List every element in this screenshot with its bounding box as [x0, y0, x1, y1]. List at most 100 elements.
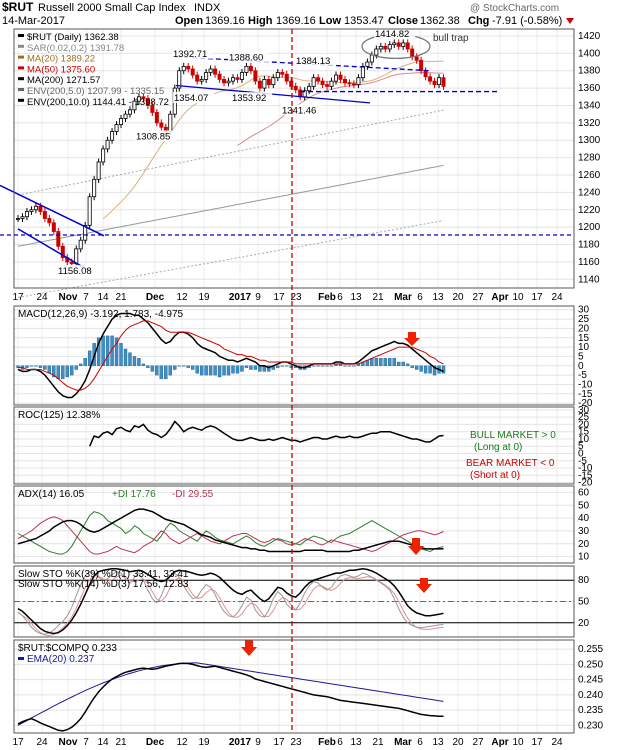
macd-histogram-bar [316, 365, 320, 367]
macd-legend: MACD(12,26,9) -3.192, 1.783, -4.975 [18, 309, 184, 320]
price-x-axis-label: 24 [551, 292, 563, 303]
macd-histogram-bar [276, 365, 280, 368]
price-label-bg [231, 92, 273, 104]
macd-histogram-bar [414, 365, 419, 370]
price-bar-body [96, 161, 101, 180]
price-bar-body [334, 74, 339, 82]
price-x-axis-label: 21 [115, 292, 127, 303]
macd-histogram-bar [25, 365, 29, 368]
price-tick-label: 1180 [578, 240, 600, 251]
macd-histogram-bar [401, 361, 405, 366]
macd-tick-label: -15 [578, 389, 593, 400]
legend-entry: MA(50) 1375.60 [27, 64, 95, 75]
macd-histogram-bar [249, 365, 253, 370]
macd-histogram-bar [38, 365, 43, 368]
bottom-x-axis-label: 14 [97, 737, 109, 748]
macd-histogram-bar [235, 365, 240, 374]
macd-histogram-bar [329, 365, 334, 367]
exchange: INDX [194, 2, 221, 14]
bottom-x-axis-label: 21 [372, 737, 384, 748]
roc-tick-label: -20 [578, 478, 593, 489]
close-label: Close [388, 15, 418, 27]
legend-entry: $RUT (Daily) 1362.38 [27, 32, 119, 43]
ratio-tick-label: 0.240 [578, 690, 603, 701]
sto39-k-line [17, 568, 444, 635]
bottom-x-axis-label: 2017 [229, 737, 252, 748]
macd-line [17, 312, 444, 399]
price-bar-body [222, 79, 227, 84]
price-bar-body [217, 73, 222, 80]
legend-swatch [18, 44, 24, 48]
ma50-line [237, 71, 444, 146]
price-tick-label: 1380 [578, 66, 601, 77]
price-bar-body [195, 74, 200, 82]
macd-histogram-bar [87, 350, 92, 366]
price-bar-body [401, 42, 406, 47]
macd-histogram-bar [141, 363, 146, 366]
price-bar-body [320, 80, 325, 86]
bottom-x-axis-label: 17 [12, 737, 24, 748]
price-bar-body [329, 80, 334, 87]
price-bar-body [181, 65, 186, 72]
price-label-bg [281, 104, 323, 116]
price-label-bg [173, 92, 215, 104]
bull-market-note: BULL MARKET > 0 [470, 430, 556, 441]
macd-histogram-bar [105, 335, 110, 366]
macd-histogram-bar [47, 365, 52, 374]
adx-panel-frame [13, 485, 575, 564]
bottom-x-axis-label: 23 [290, 737, 302, 748]
bear-market-note: BEAR MARKET < 0 [466, 458, 555, 469]
roc-tick-label: -15 [578, 470, 593, 481]
price-tick-label: 1140 [578, 274, 600, 285]
macd-histogram-bar [56, 365, 61, 380]
bottom-x-axis-label: 9 [255, 737, 261, 748]
macd-histogram-bar [213, 365, 217, 376]
macd-histogram-bar [114, 337, 119, 366]
bottom-x-axis-label: 24 [551, 737, 563, 748]
macd-histogram-bar [240, 365, 244, 372]
macd-tick-label: -5 [578, 370, 587, 381]
macd-histogram-bar [253, 365, 258, 370]
price-tick-label: 1300 [578, 135, 601, 146]
price-x-axis-label: 27 [472, 292, 484, 303]
price-bar-body [257, 80, 262, 89]
price-label-bg [135, 130, 177, 142]
price-point-label: 1388.60 [229, 52, 263, 63]
ratio-line [17, 662, 444, 732]
price-bar-body [38, 205, 43, 212]
ratio-tick-label: 0.245 [578, 675, 603, 686]
price-bar-body [396, 42, 401, 47]
price-bar-body [123, 113, 128, 119]
price-bar-body [47, 218, 52, 224]
macd-tick-label: 5 [578, 351, 584, 362]
macd-histogram-bar [155, 365, 159, 376]
price-bar-body [110, 131, 115, 141]
price-x-axis-label: 17 [531, 292, 543, 303]
sto14-legend: Slow STO %K(14) %D(3) 17.56, 12.83 [18, 579, 189, 590]
price-tick-label: 1320 [578, 118, 601, 129]
price-bar-body [316, 77, 321, 82]
plus-di-legend: +DI 17.76 [112, 489, 156, 500]
macd-histogram-bar [137, 358, 141, 366]
price-bar-body [230, 77, 235, 82]
legend-entry: ENV(200,10.0) 1144.41 - 1398.72 [27, 97, 169, 108]
macd-histogram-bar [123, 348, 128, 366]
price-point-label: 1354.07 [174, 93, 208, 104]
macd-tick-label: -20 [578, 398, 593, 409]
price-bar-body [405, 42, 410, 50]
low-value: 1353.47 [344, 15, 384, 27]
legend-entry: ENV(200,5.0) 1207.99 - 1335.15 [27, 86, 164, 97]
bottom-x-axis-label: Mar [394, 737, 412, 748]
macd-histogram-bar [190, 365, 195, 370]
sto39-legend: Slow STO %K(39) %D(1) 33.41, 33.41 [18, 569, 189, 580]
price-bar-body [69, 261, 74, 265]
price-bar-body [168, 113, 173, 132]
price-tick-label: 1340 [578, 100, 601, 111]
price-bar-body [29, 209, 34, 212]
macd-histogram-bar [405, 363, 410, 366]
ratio-tick-label: 0.250 [578, 659, 603, 670]
env5-lower-line [17, 220, 444, 298]
price-bar-body [347, 82, 352, 85]
price-bar-body [262, 79, 267, 89]
price-bar-body [150, 105, 155, 113]
